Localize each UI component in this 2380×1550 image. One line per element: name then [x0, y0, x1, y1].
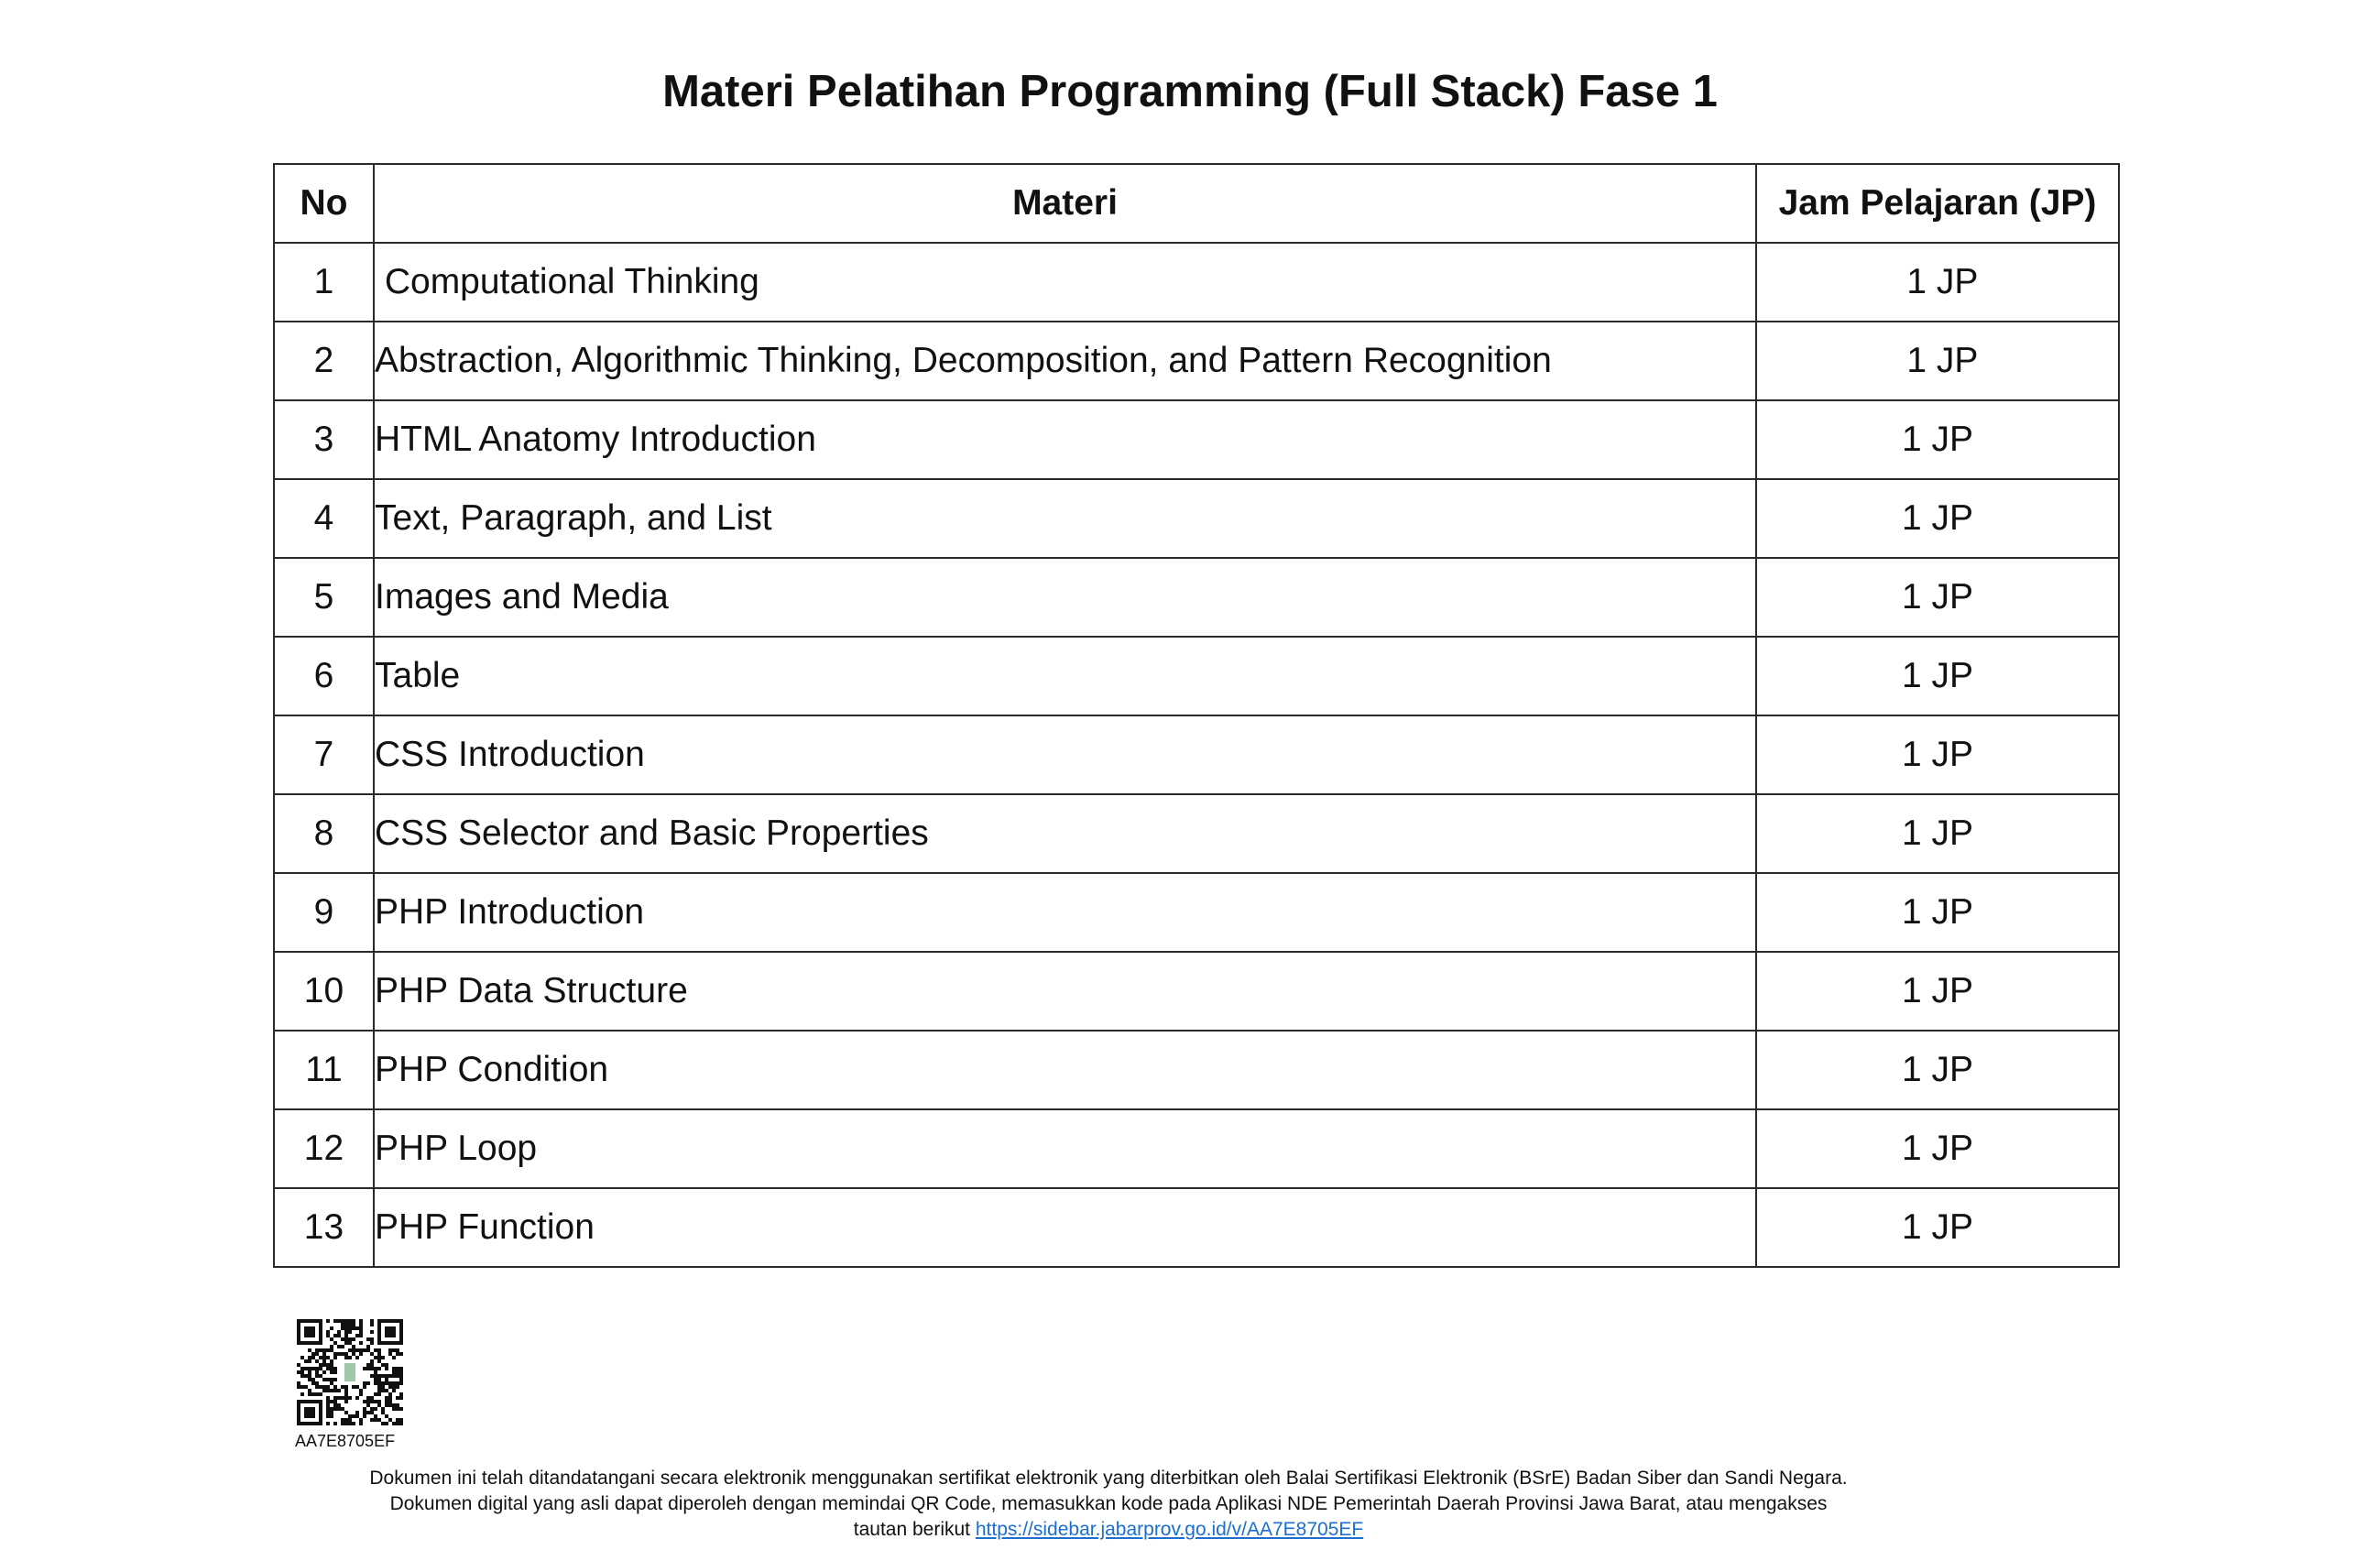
header-no: No [273, 163, 375, 244]
header-materi: Materi [373, 163, 1757, 244]
row-jp: 1 JP [1755, 321, 2120, 401]
table-row: 2 Abstraction, Algorithmic Thinking, Deco… [273, 321, 2120, 401]
notice-prefix: tautan berikut [853, 1519, 976, 1540]
row-number: 1 [273, 242, 375, 322]
row-materi: HTML Anatomy Introduction [373, 399, 1757, 480]
signature-notice-line3: tautan berikut https://sidebar.jabarprov… [0, 1517, 2217, 1543]
row-number: 7 [273, 715, 375, 795]
verification-link[interactable]: https://sidebar.jabarprov.go.id/v/AA7E87… [975, 1519, 1364, 1540]
row-jp: 1 JP [1755, 872, 2120, 953]
row-materi: PHP Function [373, 1187, 1757, 1268]
table-row: 3 HTML Anatomy Introduction 1 JP [273, 399, 2120, 480]
signature-notice-line2: Dokumen digital yang asli dapat diperole… [389, 1493, 1828, 1514]
table-row: 7 CSS Introduction 1 JP [273, 715, 2120, 795]
table-row: 8 CSS Selector and Basic Properties 1 JP [273, 793, 2120, 874]
row-number: 13 [273, 1187, 375, 1268]
row-number: 12 [273, 1108, 375, 1189]
table-row: 13 PHP Function 1 JP [273, 1187, 2120, 1268]
row-number: 3 [273, 399, 375, 480]
row-number: 4 [273, 478, 375, 559]
row-materi: PHP Condition [373, 1030, 1757, 1110]
row-jp: 1 JP [1755, 636, 2120, 716]
row-jp: 1 JP [1755, 557, 2120, 638]
row-jp: 1 JP [1755, 242, 2120, 322]
row-materi: Images and Media [373, 557, 1757, 638]
table-row: 12 PHP Loop 1 JP [273, 1108, 2120, 1189]
row-number: 9 [273, 872, 375, 953]
row-jp: 1 JP [1755, 793, 2120, 874]
row-number: 2 [273, 321, 375, 401]
row-jp: 1 JP [1755, 951, 2120, 1032]
row-materi: CSS Introduction [373, 715, 1757, 795]
materi-table: No Materi Jam Pelajaran (JP) 1 Computati… [273, 163, 2120, 1268]
table-row: 9 PHP Introduction 1 JP [273, 872, 2120, 953]
row-materi: Computational Thinking [373, 242, 1757, 322]
row-number: 8 [273, 793, 375, 874]
row-jp: 1 JP [1755, 399, 2120, 480]
row-materi: Table [373, 636, 1757, 716]
row-number: 11 [273, 1030, 375, 1110]
row-jp: 1 JP [1755, 715, 2120, 795]
row-materi: CSS Selector and Basic Properties [373, 793, 1757, 874]
row-jp: 1 JP [1755, 1108, 2120, 1189]
row-materi: PHP Introduction [373, 872, 1757, 953]
row-number: 6 [273, 636, 375, 716]
row-jp: 1 JP [1755, 1187, 2120, 1268]
document-code: AA7E8705EF [295, 1432, 396, 1450]
row-materi: PHP Loop [373, 1108, 1757, 1189]
table-row: 11 PHP Condition 1 JP [273, 1030, 2120, 1110]
qr-code-icon [297, 1319, 403, 1425]
table-row: 6 Table 1 JP [273, 636, 2120, 716]
header-jp: Jam Pelajaran (JP) [1755, 163, 2120, 244]
row-materi: Abstraction, Algorithmic Thinking, Decom… [373, 321, 1757, 401]
row-materi: PHP Data Structure [373, 951, 1757, 1032]
signature-notice-line1: Dokumen ini telah ditandatangani secara … [369, 1468, 1848, 1489]
row-materi: Text, Paragraph, and List [373, 478, 1757, 559]
table-row: 5 Images and Media 1 JP [273, 557, 2120, 638]
table-row: 4 Text, Paragraph, and List 1 JP [273, 478, 2120, 559]
row-number: 5 [273, 557, 375, 638]
table-header-row: No Materi Jam Pelajaran (JP) [273, 163, 2120, 244]
table-row: 10 PHP Data Structure 1 JP [273, 951, 2120, 1032]
row-number: 10 [273, 951, 375, 1032]
row-jp: 1 JP [1755, 478, 2120, 559]
document-title: Materi Pelatihan Programming (Full Stack… [662, 67, 1718, 116]
table-row: 1 Computational Thinking 1 JP [273, 242, 2120, 322]
row-jp: 1 JP [1755, 1030, 2120, 1110]
